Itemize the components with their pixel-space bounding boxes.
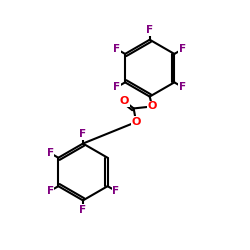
Text: F: F <box>114 44 120 54</box>
Text: F: F <box>179 82 186 92</box>
Text: F: F <box>179 44 186 54</box>
Text: F: F <box>80 205 86 215</box>
Text: F: F <box>146 25 153 35</box>
Text: O: O <box>148 102 157 112</box>
Text: O: O <box>132 117 141 127</box>
Text: F: F <box>80 129 86 139</box>
Text: F: F <box>47 186 54 196</box>
Text: F: F <box>114 82 120 92</box>
Text: F: F <box>47 148 54 158</box>
Text: O: O <box>120 96 129 106</box>
Text: F: F <box>112 186 119 196</box>
